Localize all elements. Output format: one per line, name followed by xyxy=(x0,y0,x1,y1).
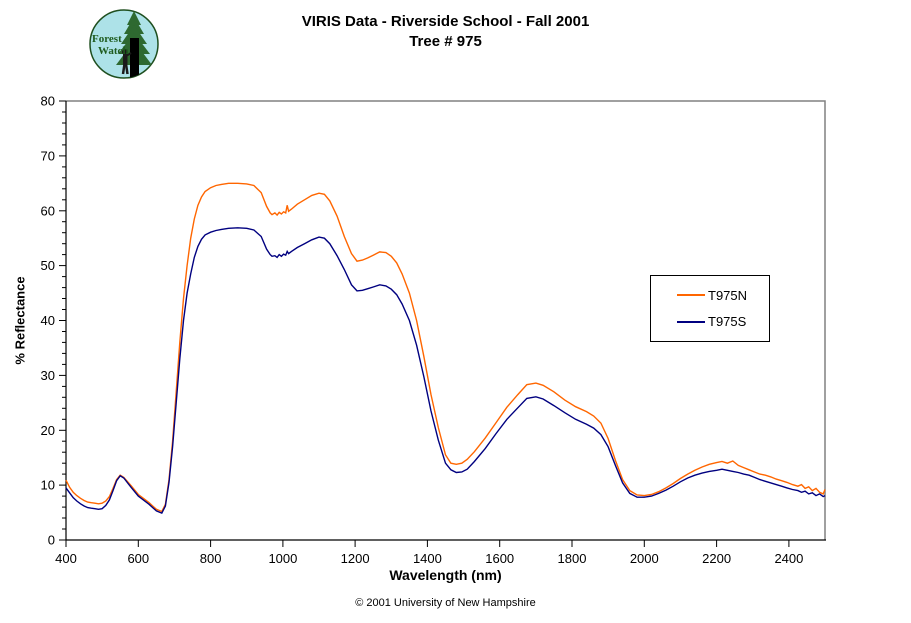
x-tick-label: 1200 xyxy=(341,551,370,566)
legend-label-t975s: T975S xyxy=(708,314,747,330)
legend: T975N T975S xyxy=(650,275,770,342)
y-tick-label: 50 xyxy=(41,258,55,273)
plot-border xyxy=(66,100,826,540)
chart-title: VIRIS Data - Riverside School - Fall 200… xyxy=(301,13,590,30)
legend-item-t975s: T975S xyxy=(677,314,769,329)
legend-label-t975n: T975N xyxy=(708,287,748,303)
y-tick-label: 30 xyxy=(41,368,55,383)
x-tick-label: 600 xyxy=(127,551,149,566)
x-tick-label: 2000 xyxy=(630,551,659,566)
x-tick-label: 1800 xyxy=(558,551,587,566)
logo-text-watch: Watch xyxy=(98,45,129,57)
x-tick-label: 1400 xyxy=(413,551,442,566)
chart-subtitle: Tree # 975 xyxy=(409,33,482,50)
x-tick-label: 800 xyxy=(200,551,222,566)
y-axis-title: % Reflectance xyxy=(12,276,28,365)
person-icon xyxy=(121,49,132,75)
y-tick-label: 40 xyxy=(41,313,55,328)
x-tick-label: 1600 xyxy=(485,551,514,566)
x-tick-label: 400 xyxy=(55,551,77,566)
tree-trunk xyxy=(130,38,139,78)
logo-text-forest: Forest xyxy=(92,33,122,45)
y-tick-label: 70 xyxy=(41,148,55,163)
pine-tree-icon xyxy=(116,11,152,78)
x-tick-label: 1000 xyxy=(268,551,297,566)
copyright-text: © 2001 University of New Hampshire xyxy=(355,597,536,609)
title-block: VIRIS Data - Riverside School - Fall 200… xyxy=(66,12,825,52)
y-tick-label: 80 xyxy=(41,94,55,109)
y-tick-label: 60 xyxy=(41,203,55,218)
legend-line-swatch-t975s xyxy=(677,320,705,323)
y-tick-label: 10 xyxy=(41,478,55,493)
y-tick-label: 20 xyxy=(41,423,55,438)
legend-item-t975n: T975N xyxy=(677,288,769,303)
x-tick-label: 2200 xyxy=(702,551,731,566)
x-tick-label: 2400 xyxy=(774,551,803,566)
legend-line-swatch-t975n xyxy=(677,294,705,297)
forest-watch-logo-icon: Forest Watch xyxy=(89,9,159,79)
series-line-t975s xyxy=(65,227,826,514)
y-tick-label: 0 xyxy=(48,533,55,548)
series-line-t975n xyxy=(65,182,826,513)
x-axis-title: Wavelength (nm) xyxy=(389,567,502,583)
